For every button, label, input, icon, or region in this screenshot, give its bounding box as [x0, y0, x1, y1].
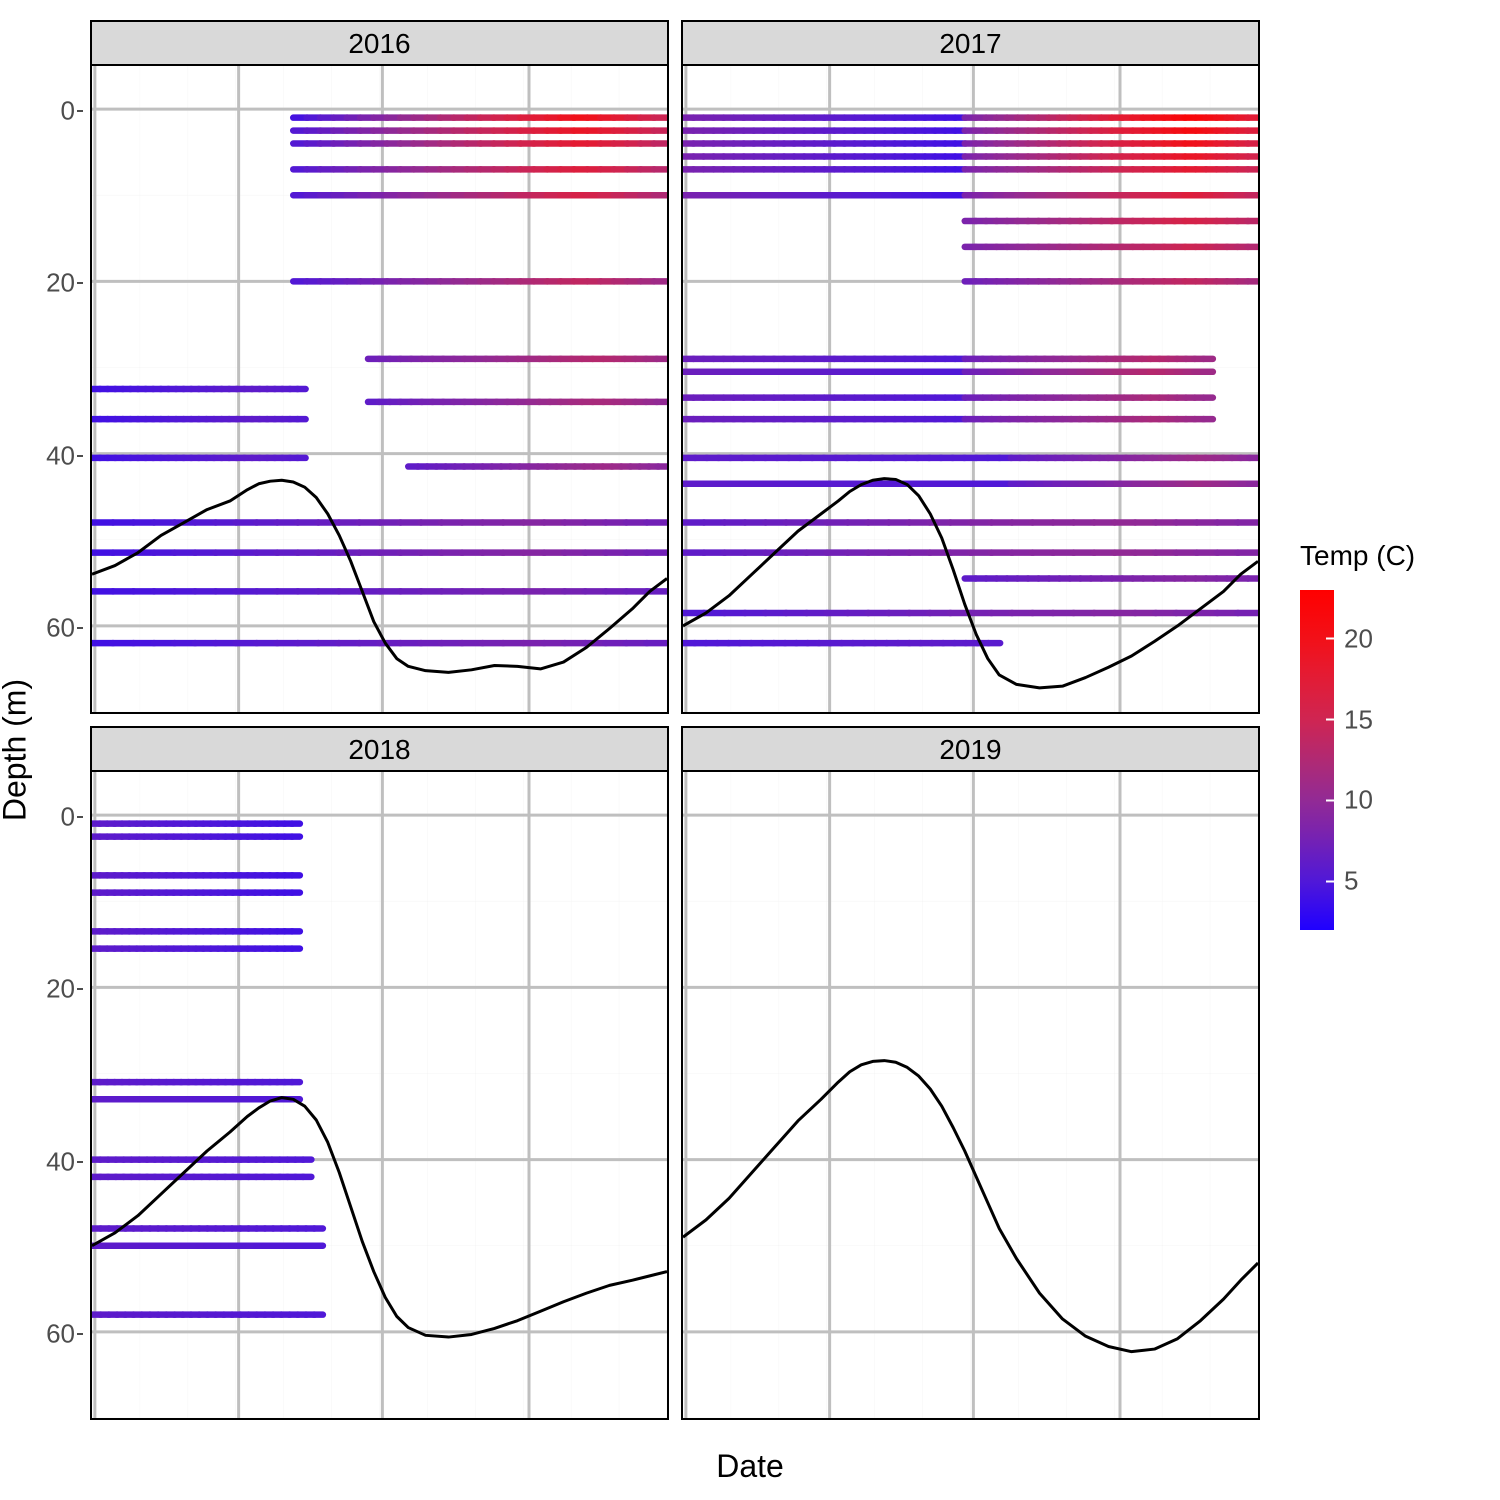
y-tick-label: 20 — [46, 974, 75, 1005]
legend-tick: 15 — [1334, 704, 1373, 735]
plot-panel: JanAprJulOct — [90, 770, 669, 1420]
legend-title: Temp (C) — [1300, 540, 1470, 572]
legend-ticks: 20 15 10 5 — [1334, 590, 1470, 930]
color-legend: Temp (C) 20 15 10 5 — [1300, 540, 1470, 930]
plot-panel — [90, 64, 669, 714]
legend-tick: 5 — [1334, 866, 1358, 897]
facet-strip-label: 2018 — [90, 726, 669, 770]
facet-strip-label: 2017 — [681, 20, 1260, 64]
plot-panel — [681, 64, 1260, 714]
y-tick-label: 0 — [61, 802, 75, 833]
plot-panel: JanAprJulOct — [681, 770, 1260, 1420]
facet-panel: 2019JanAprJulOct — [681, 726, 1260, 1420]
facet-strip-label: 2016 — [90, 20, 669, 64]
facet-panel: 2018JanAprJulOct0204060 — [90, 726, 669, 1420]
legend-tick: 10 — [1334, 785, 1373, 816]
legend-colorbar — [1300, 590, 1334, 930]
y-axis-ticks: 0 20 40 60 — [28, 774, 83, 1420]
y-tick-label: 20 — [46, 268, 75, 299]
y-tick-label: 60 — [46, 1318, 75, 1349]
facet-panel: 2017 — [681, 20, 1260, 714]
y-tick-label: 40 — [46, 1146, 75, 1177]
x-axis-label: Date — [716, 1448, 784, 1485]
y-tick-label: 0 — [61, 96, 75, 127]
facet-panel: 20160204060 — [90, 20, 669, 714]
y-tick-label: 60 — [46, 612, 75, 643]
y-axis-ticks: 0 20 40 60 — [28, 68, 83, 714]
facet-grid-container: 2016020406020172018JanAprJulOct020406020… — [90, 20, 1260, 1420]
legend-tick: 20 — [1334, 623, 1373, 654]
facet-strip-label: 2019 — [681, 726, 1260, 770]
y-tick-label: 40 — [46, 440, 75, 471]
